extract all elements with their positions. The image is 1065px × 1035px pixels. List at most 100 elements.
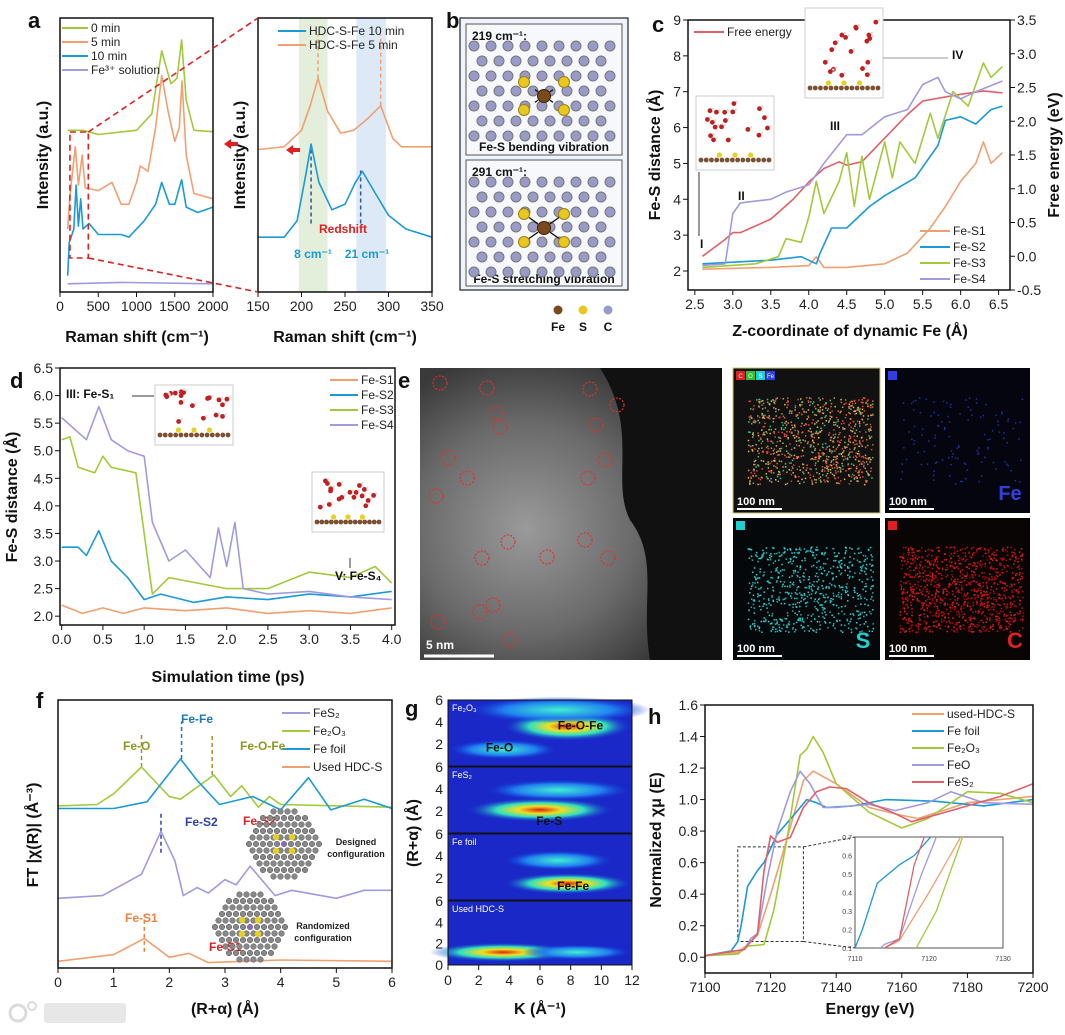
eds-signal-dot [786,626,788,628]
eds-signal-dot [987,602,989,605]
eds-signal-dot [936,583,938,586]
eds-signal-dot [824,611,826,613]
eds-signal-dot [903,582,905,584]
eds-signal-dot [952,601,955,604]
eds-signal-dot [814,423,816,425]
eds-signal-dot [980,586,983,589]
eds-signal-dot [954,623,956,626]
eds-signal-dot [850,476,853,478]
eds-signal-dot [934,462,937,464]
eds-signal-dot [1009,603,1012,606]
eds-signal-dot [840,624,843,626]
eds-signal-dot [825,475,828,477]
eds-signal-dot [995,577,997,580]
eds-signal-dot [951,607,954,609]
eds-signal-dot [929,629,931,631]
eds-signal-dot [830,459,833,462]
eds-signal-dot [907,620,910,622]
eds-signal-dot [772,599,774,602]
eds-signal-dot [961,611,963,613]
legend-label: FeS₂ [313,706,340,720]
eds-signal-dot [909,593,912,596]
eds-signal-dot [797,456,800,458]
eds-signal-dot [749,626,752,628]
eds-signal-dot [941,574,943,576]
eds-signal-dot [810,547,812,549]
y-tick-label: 3.5 [34,525,54,541]
eds-signal-dot [958,446,960,448]
eds-signal-dot [868,474,871,476]
eds-signal-dot [757,588,760,590]
inset-x-tick-label: 7110 [847,956,862,963]
eds-signal-dot [1015,589,1018,592]
eds-signal-dot [918,549,921,552]
eds-signal-dot [852,427,855,430]
eds-signal-dot [902,590,904,593]
eds-signal-dot [772,626,775,628]
eds-signal-dot [752,482,755,485]
eds-signal-dot [941,614,944,617]
eds-signal-dot [991,429,994,432]
eds-signal-dot [799,579,801,582]
eds-signal-dot [789,548,791,550]
single-atom-marker [492,419,508,435]
eds-signal-dot [935,565,938,567]
eds-signal-dot [773,459,775,462]
eds-signal-dot [947,415,949,418]
eds-signal-dot [964,575,967,577]
eds-signal-dot [908,628,910,631]
inset-y-tick-label: 0.6 [842,854,852,861]
eds-signal-dot [837,612,840,615]
eds-signal-dot [932,563,935,566]
eds-signal-dot [981,563,984,565]
x-tick-label: 5.0 [875,296,895,312]
eds-signal-dot [827,421,830,423]
eds-signal-dot [1003,587,1006,589]
eds-signal-dot [832,547,834,550]
eds-signal-dot [963,627,965,630]
eds-signal-dot [766,432,768,434]
eds-signal-dot [821,397,824,400]
eds-signal-dot [867,415,870,417]
eds-signal-dot [799,619,802,622]
eds-signal-dot [844,551,847,554]
inset-y-tick-label: 0.4 [842,891,852,898]
single-atom-marker [580,470,596,486]
eds-signal-dot [971,597,973,599]
eds-signal-dot [954,630,956,633]
eds-signal-dot [990,626,993,629]
eds-signal-dot [965,566,968,568]
eds-signal-dot [769,462,771,465]
single-atom-marker [428,488,444,504]
eds-signal-dot [761,476,763,479]
eds-signal-dot [869,429,871,432]
eds-signal-dot [838,466,841,469]
eds-signal-dot [798,482,801,485]
eds-signal-dot [962,595,965,598]
eds-signal-dot [1012,572,1014,575]
eds-signal-dot [792,603,794,605]
eds-signal-dot [779,440,781,442]
eds-signal-dot [780,427,783,429]
eds-signal-dot [923,613,925,615]
eds-signal-dot [963,604,965,607]
eds-signal-dot [783,417,786,419]
eds-signal-dot [770,447,773,449]
eds-signal-dot [806,418,808,420]
eds-signal-dot [970,569,973,572]
eds-signal-dot [771,615,773,617]
eds-signal-dot [967,563,970,566]
eds-signal-dot [865,563,868,566]
eds-signal-dot [751,444,754,447]
annotation: I [700,237,703,251]
eds-signal-dot [959,628,962,630]
eds-signal-dot [932,598,934,600]
eds-signal-dot [978,621,980,624]
eds-signal-dot [814,557,816,559]
eds-signal-dot [937,612,940,614]
eds-signal-dot [840,422,843,425]
eds-signal-dot [788,576,791,579]
eds-signal-dot [786,401,788,404]
eds-signal-dot [828,445,830,447]
eds-signal-dot [983,594,986,597]
